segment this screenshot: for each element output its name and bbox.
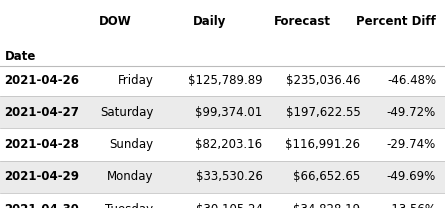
Text: -49.69%: -49.69%	[387, 170, 436, 183]
Text: $125,789.89: $125,789.89	[188, 74, 263, 87]
Text: Saturday: Saturday	[100, 106, 154, 119]
Text: $33,530.26: $33,530.26	[196, 170, 263, 183]
Text: 2021-04-28: 2021-04-28	[4, 138, 80, 151]
Text: Forecast: Forecast	[274, 15, 331, 27]
Text: 2021-04-26: 2021-04-26	[4, 74, 80, 87]
Text: $116,991.26: $116,991.26	[285, 138, 360, 151]
Bar	[0, 96, 445, 129]
Text: $197,622.55: $197,622.55	[286, 106, 360, 119]
Text: Friday: Friday	[117, 74, 154, 87]
Text: 2021-04-30: 2021-04-30	[4, 203, 79, 208]
Text: -46.48%: -46.48%	[387, 74, 436, 87]
Text: Monday: Monday	[107, 170, 154, 183]
Text: Date: Date	[4, 50, 36, 63]
Text: Tuesday: Tuesday	[105, 203, 154, 208]
Text: -49.72%: -49.72%	[387, 106, 436, 119]
Text: $34,828.19: $34,828.19	[293, 203, 360, 208]
Text: $30,105.24: $30,105.24	[195, 203, 263, 208]
Text: -29.74%: -29.74%	[387, 138, 436, 151]
Text: $99,374.01: $99,374.01	[195, 106, 263, 119]
Text: -13.56%: -13.56%	[387, 203, 436, 208]
Text: $66,652.65: $66,652.65	[293, 170, 360, 183]
Bar	[0, 161, 445, 193]
Text: Sunday: Sunday	[109, 138, 154, 151]
Text: 2021-04-29: 2021-04-29	[4, 170, 80, 183]
Text: Daily: Daily	[192, 15, 226, 27]
Text: $82,203.16: $82,203.16	[195, 138, 263, 151]
Text: $235,036.46: $235,036.46	[286, 74, 360, 87]
Text: DOW: DOW	[99, 15, 132, 27]
Text: 2021-04-27: 2021-04-27	[4, 106, 79, 119]
Text: Percent Diff: Percent Diff	[356, 15, 436, 27]
